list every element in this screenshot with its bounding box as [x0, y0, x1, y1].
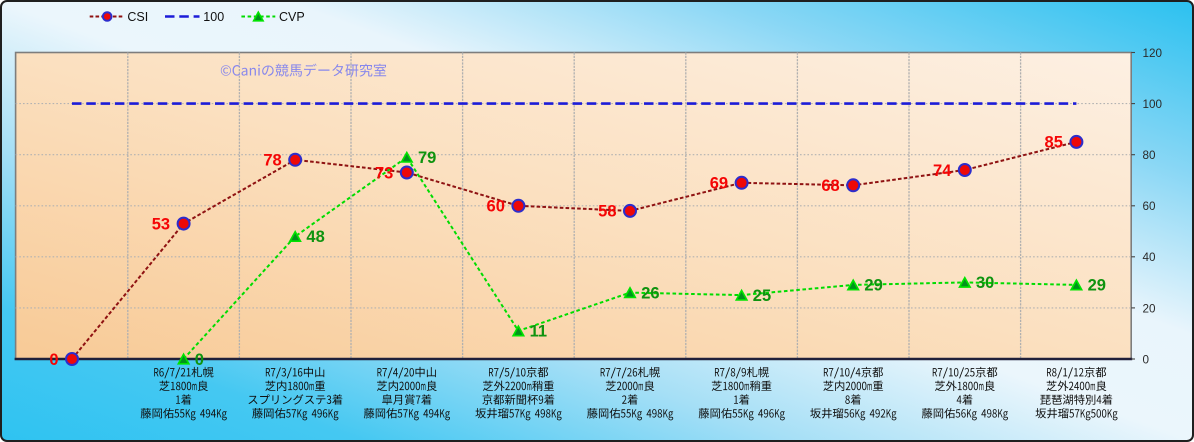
- svg-text:29: 29: [864, 277, 882, 295]
- svg-text:53: 53: [152, 215, 170, 233]
- svg-text:68: 68: [821, 177, 839, 195]
- svg-text:25: 25: [753, 287, 771, 305]
- svg-text:11: 11: [530, 323, 547, 341]
- svg-text:0: 0: [1143, 353, 1150, 366]
- svg-text:30: 30: [976, 274, 994, 292]
- svg-text:69: 69: [710, 175, 728, 193]
- svg-text:73: 73: [375, 164, 393, 182]
- svg-text:CVP: CVP: [279, 10, 305, 24]
- svg-text:79: 79: [418, 149, 436, 167]
- svg-text:100: 100: [203, 10, 224, 24]
- svg-text:CSI: CSI: [127, 10, 148, 24]
- svg-text:20: 20: [1143, 302, 1157, 315]
- svg-text:74: 74: [933, 162, 952, 180]
- svg-text:60: 60: [487, 198, 505, 216]
- svg-text:29: 29: [1088, 277, 1106, 295]
- svg-text:80: 80: [1143, 149, 1157, 162]
- svg-text:48: 48: [306, 228, 324, 246]
- svg-text:100: 100: [1143, 98, 1163, 111]
- svg-text:78: 78: [263, 152, 281, 170]
- svg-text:0: 0: [49, 351, 58, 369]
- svg-text:85: 85: [1045, 134, 1063, 152]
- svg-text:40: 40: [1143, 251, 1157, 264]
- svg-text:120: 120: [1143, 47, 1163, 60]
- svg-text:26: 26: [641, 284, 659, 302]
- svg-text:60: 60: [1143, 200, 1157, 213]
- svg-text:0: 0: [195, 351, 204, 369]
- svg-text:58: 58: [598, 203, 616, 221]
